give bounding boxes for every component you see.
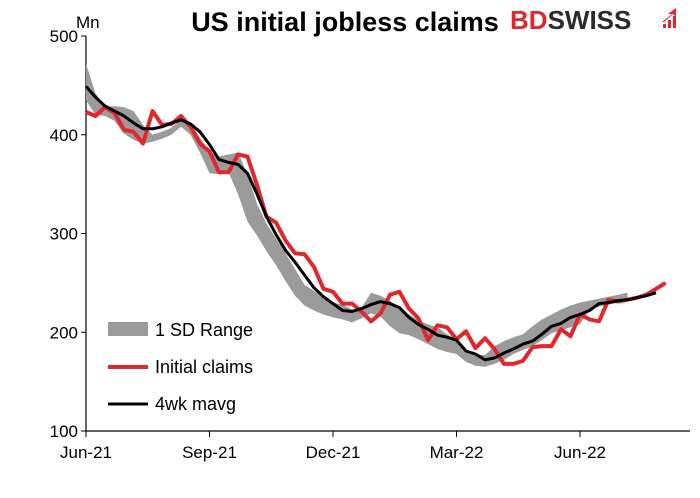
x-tick-label: Jun-22 [554,443,606,462]
chart-title: US initial jobless claims [191,7,499,37]
x-tick-label: Dec-21 [306,443,361,462]
legend-item-initial-claims: Initial claims [108,357,253,377]
logo-part-bd: BD [510,5,548,35]
x-ticks: Jun-21 Sep-21 Dec-21 Mar-22 Jun-22 [60,431,606,462]
y-tick-label: 500 [50,27,78,46]
y-tick-label: 200 [50,323,78,342]
x-tick-label: Sep-21 [182,443,237,462]
bdswiss-logo: BDSWISS [510,5,676,35]
logo-part-swiss: SWISS [548,5,632,35]
y-unit-label: Mn [76,13,100,32]
legend-item-mavg: 4wk mavg [108,394,236,414]
x-tick-label: Jun-21 [60,443,112,462]
x-tick-label: Mar-22 [430,443,484,462]
legend: 1 SD Range Initial claims 4wk mavg [108,320,253,414]
legend-label-mavg: 4wk mavg [155,394,236,414]
legend-label-initial-claims: Initial claims [155,357,253,377]
y-tick-label: 100 [50,422,78,441]
y-tick-label: 300 [50,225,78,244]
legend-swatch-sd-range [108,322,148,336]
y-tick-label: 400 [50,126,78,145]
legend-label-sd-range: 1 SD Range [155,320,253,340]
legend-item-sd-range: 1 SD Range [108,320,253,340]
logo-text: BDSWISS [510,5,631,35]
y-ticks: 100 200 300 400 500 [50,27,86,441]
logo-arrow-icon [662,8,676,28]
